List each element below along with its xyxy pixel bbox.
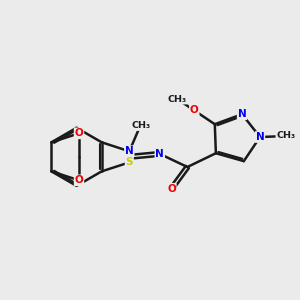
Text: N: N: [125, 146, 134, 156]
Text: N: N: [256, 132, 264, 142]
Text: N: N: [238, 109, 246, 119]
Text: O: O: [75, 128, 83, 138]
Text: CH₃: CH₃: [131, 121, 150, 130]
Text: O: O: [190, 106, 199, 116]
Text: CH₃: CH₃: [276, 131, 296, 140]
Text: CH₃: CH₃: [168, 94, 187, 103]
Text: O: O: [167, 184, 176, 194]
Text: S: S: [126, 158, 133, 167]
Text: N: N: [155, 149, 164, 159]
Text: O: O: [75, 175, 83, 185]
